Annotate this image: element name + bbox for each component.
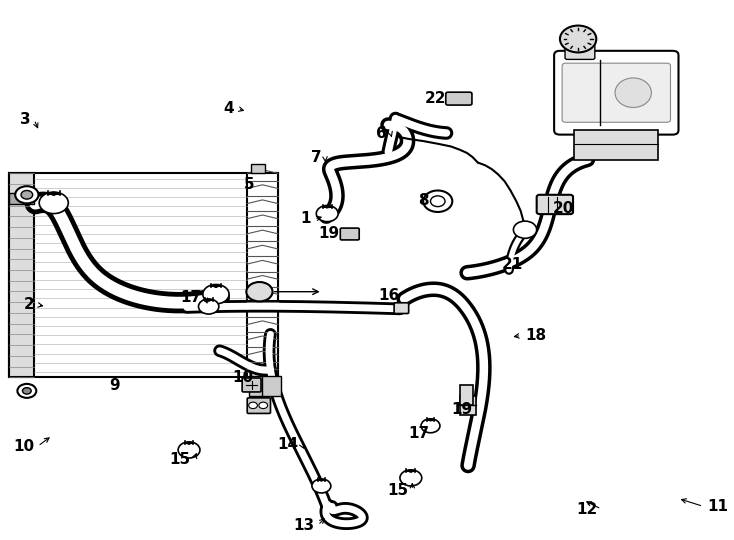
Text: 6: 6 [376,125,387,140]
Circle shape [198,299,219,314]
Text: 13: 13 [293,518,314,532]
Text: 9: 9 [109,378,120,393]
Circle shape [207,299,210,301]
Circle shape [18,384,36,398]
FancyBboxPatch shape [554,51,678,134]
Circle shape [421,419,440,433]
Circle shape [259,402,268,409]
Text: 3: 3 [20,112,31,127]
Circle shape [23,388,32,394]
FancyBboxPatch shape [263,376,280,396]
FancyBboxPatch shape [247,173,277,377]
Text: 5: 5 [244,177,255,192]
FancyBboxPatch shape [249,376,267,396]
Circle shape [424,191,452,212]
Circle shape [513,221,537,238]
Text: 7: 7 [310,150,321,165]
Text: 12: 12 [576,502,597,517]
Text: 11: 11 [707,499,728,514]
Text: 18: 18 [525,328,546,343]
Circle shape [203,285,229,304]
Text: 16: 16 [379,288,400,303]
FancyBboxPatch shape [341,228,359,240]
Circle shape [187,442,191,444]
Circle shape [410,470,413,472]
Text: 2: 2 [23,298,34,313]
Text: 15: 15 [170,451,191,467]
Circle shape [316,206,338,221]
Text: 14: 14 [277,437,298,452]
FancyBboxPatch shape [9,193,34,204]
Text: 8: 8 [418,193,429,208]
Text: 17: 17 [408,427,429,441]
Text: 21: 21 [502,257,523,272]
Circle shape [21,191,32,199]
FancyBboxPatch shape [446,92,472,105]
FancyBboxPatch shape [575,130,658,160]
Circle shape [214,285,218,287]
Circle shape [39,192,68,214]
Circle shape [429,419,432,421]
Text: 19: 19 [451,402,472,417]
FancyBboxPatch shape [562,63,670,122]
Ellipse shape [615,78,651,107]
Circle shape [430,196,445,207]
FancyBboxPatch shape [247,398,271,414]
FancyBboxPatch shape [459,385,473,406]
FancyBboxPatch shape [459,396,476,415]
Circle shape [560,25,596,52]
FancyBboxPatch shape [394,303,409,314]
Circle shape [400,470,422,486]
Circle shape [51,192,56,195]
Text: 22: 22 [425,91,446,106]
Text: 20: 20 [553,201,574,215]
FancyBboxPatch shape [251,164,266,173]
Circle shape [15,186,38,204]
Text: 1: 1 [300,212,310,226]
Text: 19: 19 [319,226,340,241]
Text: 10: 10 [233,370,254,385]
Circle shape [247,282,272,301]
Text: 15: 15 [388,483,409,498]
Text: 10: 10 [13,438,34,454]
Text: 17: 17 [181,291,201,306]
Circle shape [320,479,323,481]
FancyBboxPatch shape [565,43,595,59]
FancyBboxPatch shape [9,173,34,377]
Circle shape [178,442,200,458]
Circle shape [249,402,258,409]
FancyBboxPatch shape [537,195,573,214]
FancyBboxPatch shape [242,378,261,392]
Circle shape [312,479,331,493]
FancyBboxPatch shape [9,173,277,377]
Circle shape [326,206,329,208]
Text: 4: 4 [223,102,234,116]
